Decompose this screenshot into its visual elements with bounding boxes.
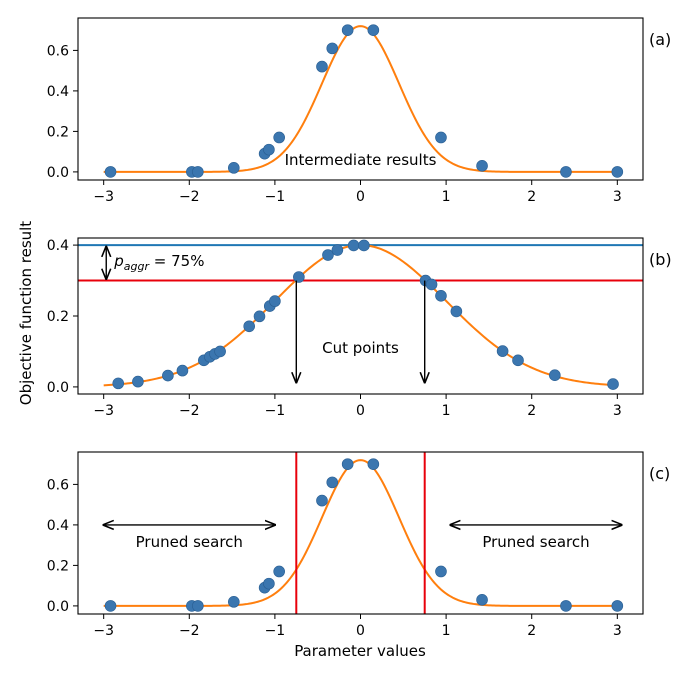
x-tick-label: −1 xyxy=(265,623,286,639)
annotation-text: Intermediate results xyxy=(285,151,437,169)
data-point xyxy=(425,278,438,291)
y-tick-label: 0.2 xyxy=(47,558,69,574)
data-point xyxy=(273,565,285,578)
y-tick-label: 0.2 xyxy=(47,124,69,140)
data-point xyxy=(192,166,204,178)
x-tick-label: 3 xyxy=(613,623,622,639)
pruned-search-label: Pruned search xyxy=(136,533,243,551)
panel-a: −3 −2 −1 0 1 2 3 0.0 0.2 0.4 0.6 (a) Intermediate re… xyxy=(47,17,671,205)
data-point xyxy=(611,600,624,612)
data-point xyxy=(104,166,117,178)
data-point xyxy=(549,369,561,382)
data-point xyxy=(322,249,334,261)
annotation-text: Cut points xyxy=(322,339,399,357)
x-tick-label: −2 xyxy=(179,623,200,639)
x-axis-title: Parameter values xyxy=(294,642,426,660)
data-point xyxy=(341,458,354,470)
data-point xyxy=(293,271,305,283)
panel-c: −3 −2 −1 0 1 2 3 0.0 0.2 0.4 0.6 (c) Pruned search Pr… xyxy=(47,451,670,639)
data-point xyxy=(496,345,509,357)
y-tick-label: 0.4 xyxy=(47,238,69,254)
y-tick-label: 0.6 xyxy=(47,477,69,493)
x-tick-label: 0 xyxy=(356,403,365,419)
data-point xyxy=(192,600,204,612)
data-point xyxy=(316,60,328,73)
x-tick-label: −2 xyxy=(179,189,200,205)
data-point xyxy=(253,310,266,323)
x-tick-label: 0 xyxy=(356,189,365,205)
panel-label: (b) xyxy=(649,250,672,269)
data-point xyxy=(512,354,524,367)
data-point xyxy=(112,377,125,390)
data-point xyxy=(132,375,144,388)
data-point xyxy=(607,378,619,390)
pruned-search-label: Pruned search xyxy=(482,533,589,551)
y-tick-label: 0.2 xyxy=(47,309,69,325)
data-point xyxy=(476,160,488,172)
x-tick-label: −3 xyxy=(93,623,114,639)
p-aggr-label: paggr = 75% xyxy=(113,252,204,273)
data-point xyxy=(476,594,488,606)
x-tick-label: 2 xyxy=(527,189,536,205)
data-point xyxy=(326,476,339,489)
x-tick-label: −3 xyxy=(93,403,114,419)
data-point xyxy=(228,596,240,608)
data-point xyxy=(331,244,344,256)
x-tick-label: 1 xyxy=(442,189,451,205)
data-point xyxy=(560,166,572,178)
y-tick-label: 0.6 xyxy=(47,43,69,59)
data-point xyxy=(214,345,226,358)
data-point xyxy=(560,600,572,612)
panel-label: (a) xyxy=(649,30,671,49)
y-tick-label: 0.4 xyxy=(47,518,69,534)
x-tick-label: 2 xyxy=(527,623,536,639)
panel-label: (c) xyxy=(649,464,670,483)
y-tick-label: 0.4 xyxy=(47,84,69,100)
data-point xyxy=(326,42,339,55)
y-tick-label: 0.0 xyxy=(47,599,69,615)
data-point xyxy=(263,577,275,590)
data-point xyxy=(611,166,624,178)
y-axis-title: Objective function result xyxy=(17,221,35,405)
data-point xyxy=(104,600,117,612)
x-tick-label: 1 xyxy=(442,403,451,419)
data-point xyxy=(450,305,463,318)
data-point xyxy=(269,295,281,307)
data-point xyxy=(316,494,328,507)
data-point xyxy=(263,143,275,156)
x-tick-label: 3 xyxy=(613,189,622,205)
data-point xyxy=(243,320,256,333)
data-point xyxy=(162,369,174,382)
y-tick-label: 0.0 xyxy=(47,380,69,396)
data-point xyxy=(341,24,354,36)
data-point xyxy=(273,131,285,144)
x-tick-label: −1 xyxy=(265,403,286,419)
x-tick-label: 2 xyxy=(527,403,536,419)
x-tick-label: −2 xyxy=(179,403,200,419)
x-tick-label: 3 xyxy=(613,403,622,419)
data-point xyxy=(367,458,380,470)
data-point xyxy=(435,289,447,302)
data-point xyxy=(347,239,360,252)
x-tick-label: −1 xyxy=(265,189,286,205)
x-tick-label: 1 xyxy=(442,623,451,639)
panel-b: −3 −2 −1 0 1 2 3 0.0 0.2 0.4 (b) Cut points paggr = … xyxy=(47,237,672,419)
y-tick-label: 0.0 xyxy=(47,165,69,181)
data-point xyxy=(367,24,380,36)
data-point xyxy=(358,239,370,252)
data-point xyxy=(176,364,189,377)
x-tick-label: 0 xyxy=(356,623,365,639)
data-point xyxy=(228,162,240,174)
x-tick-label: −3 xyxy=(93,189,114,205)
data-point xyxy=(435,131,447,144)
data-point xyxy=(435,565,447,578)
